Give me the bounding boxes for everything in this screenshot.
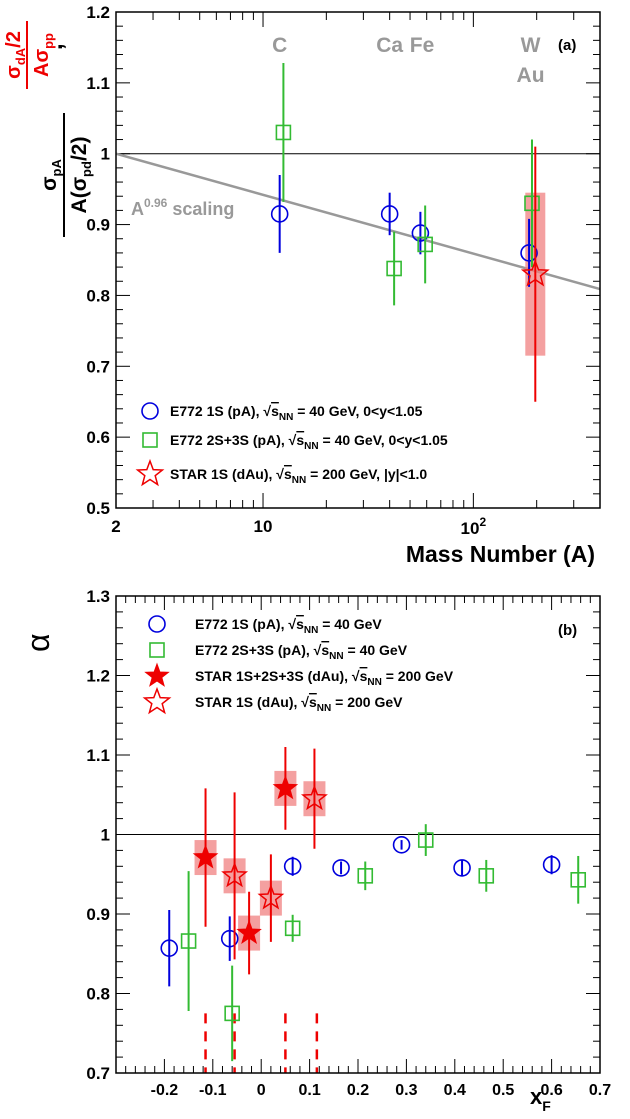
panel-label: (b) — [558, 622, 577, 639]
data-point — [284, 920, 301, 937]
legend-marker — [142, 432, 158, 448]
y-axis-title: α — [20, 634, 56, 653]
x-tick-label: -0.2 — [151, 1082, 179, 1099]
data-point — [417, 832, 434, 848]
nucleus-label: W — [521, 34, 541, 57]
data-point — [392, 836, 411, 854]
data-point — [300, 784, 328, 811]
data-point — [417, 236, 433, 253]
panel-label: (a) — [558, 37, 576, 54]
data-point — [220, 929, 239, 948]
data-point — [192, 844, 219, 869]
y-title-red-numerator: σdA/2 — [3, 31, 28, 79]
data-point — [332, 859, 350, 877]
data-point — [283, 857, 302, 876]
legend-marker — [144, 662, 170, 687]
legend-label: E772 2S+3S (pA), √sNN = 40 GeV, 0<y<1.05 — [170, 432, 448, 452]
legend-label: STAR 1S (dAu), √sNN = 200 GeV, |y|<1.0 — [170, 466, 427, 486]
data-point — [275, 124, 292, 141]
data-point — [160, 939, 179, 957]
scaling-curve — [115, 152, 601, 291]
plot-frame — [115, 595, 601, 1074]
x-tick-label: 0.5 — [492, 1082, 514, 1099]
x-tick-label: 0.7 — [589, 1082, 611, 1099]
nucleus-label: Au — [517, 64, 545, 87]
data-point — [542, 855, 561, 874]
y-title-denominator: A(σpd/2) — [68, 137, 94, 214]
data-point — [478, 868, 495, 884]
y-tick-label: 1.1 — [86, 74, 110, 93]
legend-marker — [135, 458, 165, 487]
legend-marker — [148, 615, 166, 633]
legend-label: E772 2S+3S (pA), √sNN = 40 GeV — [195, 642, 408, 662]
data-point — [386, 260, 402, 277]
data-point — [520, 244, 538, 262]
plot-frame — [115, 11, 601, 509]
x-tick-label: 0.1 — [298, 1082, 320, 1099]
legend-label: STAR 1S (dAu), √sNN = 200 GeV — [195, 694, 403, 714]
x-tick-label: 102 — [461, 515, 487, 538]
data-point — [236, 919, 262, 944]
nucleus-label: Ca — [376, 34, 403, 57]
y-title-numerator: σpA — [38, 159, 64, 191]
legend-marker — [142, 686, 172, 715]
y-tick-label: 0.7 — [86, 357, 110, 376]
y-tick-label: 0.8 — [86, 286, 110, 305]
x-tick-label: 0 — [257, 1082, 266, 1099]
x-tick-label: 0.3 — [395, 1082, 417, 1099]
data-point — [272, 774, 299, 800]
data-point — [257, 883, 285, 910]
legend-marker — [141, 402, 159, 420]
y-tick-label: 1 — [101, 145, 110, 164]
x-tick-label: 0.2 — [347, 1082, 369, 1099]
panel-a: 0.5 0.6 0.7 0.8 0.9 1 1.1 1.2 2 10 102 A0.96 scalin… — [3, 3, 601, 567]
legend-label: STAR 1S+2S+3S (dAu), √sNN = 200 GeV — [195, 668, 454, 688]
panel-b: 0.7 0.8 0.9 1 1.1 1.2 1.3 -0.2 -0.1 0 0.1 0.2 0.3 0.4… — [20, 587, 611, 1114]
data-point — [270, 205, 289, 223]
y-tick-label: 1.2 — [86, 3, 110, 22]
x-tick-label: 0.4 — [444, 1082, 466, 1099]
scaling-label: A0.96 scaling — [131, 196, 234, 219]
x-tick-label: 2 — [111, 517, 120, 536]
x-axis-title: xF — [530, 1084, 551, 1114]
x-axis-title: Mass Number (A) — [406, 541, 595, 567]
data-point — [524, 195, 540, 212]
x-tick-label: -0.1 — [199, 1082, 227, 1099]
y-tick-label: 0.5 — [86, 499, 110, 518]
data-point — [180, 933, 197, 949]
data-point — [570, 872, 587, 888]
y-tick-label: 0.6 — [86, 428, 110, 447]
y-tick-label: 1.1 — [86, 746, 110, 765]
data-point — [453, 859, 471, 877]
x-tick-label: 10 — [254, 517, 273, 536]
data-point — [520, 259, 550, 287]
nucleus-label: Fe — [410, 34, 435, 57]
y-title-separator: , — [41, 43, 68, 50]
x-tick-label: 0.6 — [540, 1082, 562, 1099]
legend-label: E772 1S (pA), √sNN = 40 GeV — [195, 616, 382, 636]
y-title-red-denominator: Aσpp — [31, 33, 56, 77]
data-point — [380, 205, 399, 223]
nucleus-label: C — [272, 34, 287, 57]
y-tick-label: 0.7 — [86, 1064, 110, 1083]
data-point — [224, 1005, 240, 1022]
y-tick-label: 0.9 — [86, 905, 110, 924]
data-point — [221, 861, 249, 888]
y-tick-label: 1 — [101, 826, 110, 845]
y-tick-label: 1.3 — [86, 587, 110, 606]
y-tick-label: 0.9 — [86, 216, 110, 235]
y-tick-label: 1.2 — [86, 667, 110, 686]
y-tick-label: 0.8 — [86, 985, 110, 1004]
legend-marker — [149, 642, 165, 658]
legend-label: E772 1S (pA), √sNN = 40 GeV, 0<y<1.05 — [170, 403, 423, 423]
data-point — [357, 868, 374, 884]
data-point — [411, 224, 430, 242]
